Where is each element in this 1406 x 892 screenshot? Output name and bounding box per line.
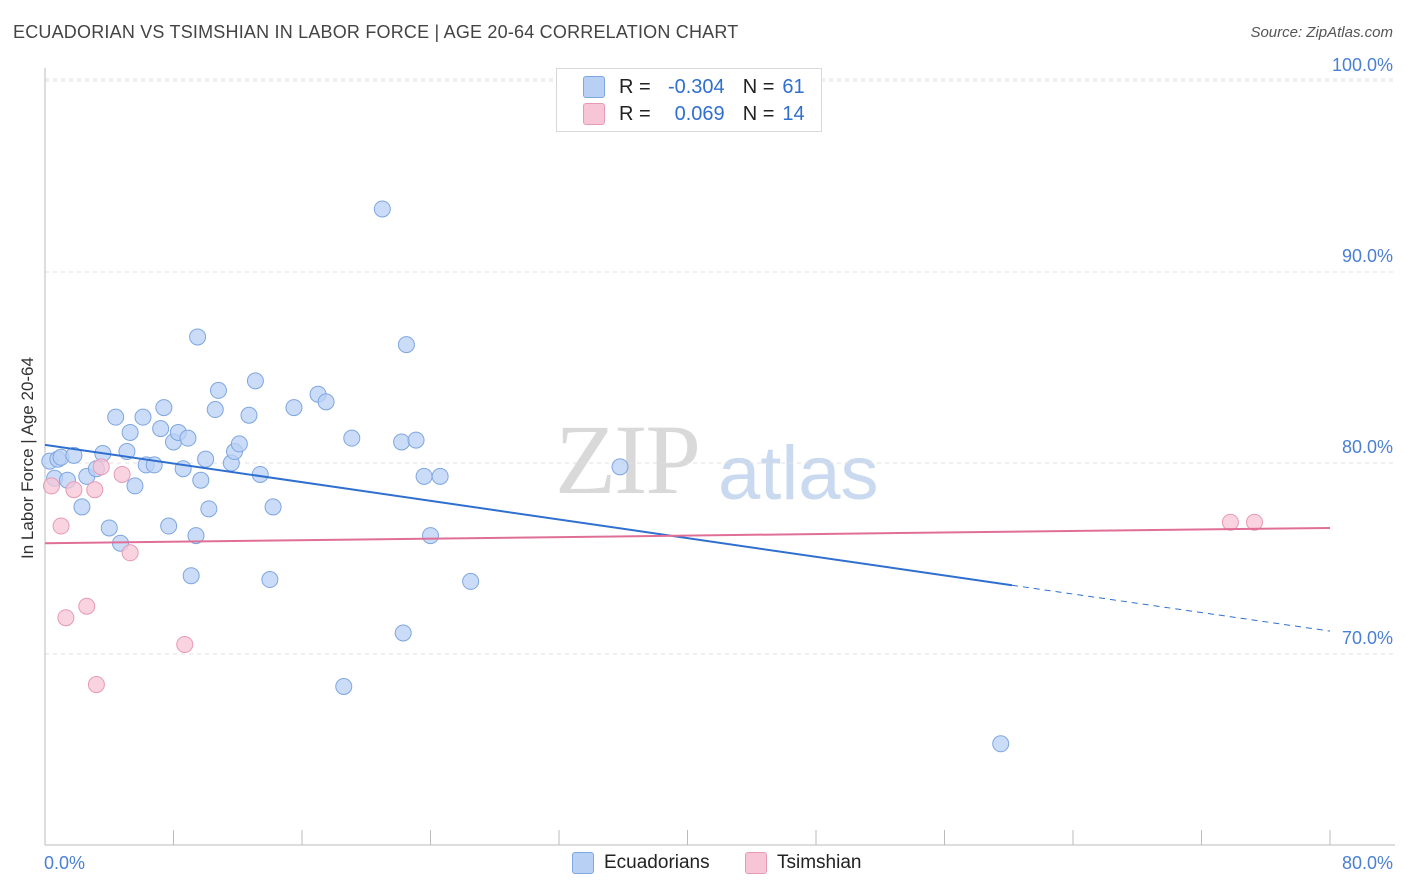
watermark-zip: ZIP [555, 404, 701, 515]
ecuadorians-point [407, 431, 425, 449]
ecuadorians-point [240, 406, 258, 424]
ecuadorians-point [182, 567, 200, 585]
legend-label: Tsimshian [777, 852, 862, 873]
ecuadorians-point [134, 408, 152, 426]
ecuadorians-point [415, 467, 433, 485]
legend-item-ecuadorians: Ecuadorians [572, 852, 710, 874]
ecuadorians-point [209, 381, 227, 399]
ecuadorians-point [73, 498, 91, 516]
y-tick-label: 90.0% [1342, 246, 1393, 266]
ecuadorians-point [107, 408, 125, 426]
ecuadorians-trendline-extension [1011, 584, 1331, 632]
tsimshian-points [42, 458, 1264, 694]
legend-label: Ecuadorians [604, 852, 710, 873]
ecuadorians-point [126, 477, 144, 495]
ecuadorians-point [192, 471, 210, 489]
ecuadorians-point [393, 433, 411, 451]
x-tick-label: 80.0% [1342, 853, 1393, 873]
tsimshian-legend-icon [745, 852, 767, 874]
ecuadorians-point [206, 401, 224, 419]
r-label: R = [619, 75, 651, 98]
grid-lines [45, 78, 1395, 655]
tsimshian-point [42, 477, 60, 495]
ecuadorians-swatch-icon [583, 76, 605, 98]
correlation-legend: R = -0.304 N = 61 R = 0.069 N = 14 [556, 68, 822, 132]
chart-title: ECUADORIAN VS TSIMSHIAN IN LABOR FORCE |… [13, 22, 739, 42]
ecuadorians-point [335, 677, 353, 695]
ecuadorians-point [65, 446, 83, 464]
tsimshian-point [1221, 513, 1239, 531]
tsimshian-point [92, 458, 110, 476]
ecuadorians-point [160, 517, 178, 535]
legend-item-tsimshian: Tsimshian [745, 852, 861, 874]
r-value: -0.304 [667, 75, 725, 98]
y-tick-label: 70.0% [1342, 628, 1393, 648]
n-label: N = [742, 102, 775, 125]
tsimshian-trendline [44, 526, 1331, 545]
ecuadorians-point [285, 399, 303, 417]
y-tick-label: 100.0% [1332, 55, 1393, 75]
n-value: 61 [782, 75, 805, 98]
r-label: R = [619, 102, 651, 125]
ecuadorians-point [189, 328, 207, 346]
ecuadorians-points [41, 200, 1010, 753]
ecuadorians-point [264, 498, 282, 516]
tsimshian-swatch-icon [583, 103, 605, 125]
ecuadorians-trendline [44, 443, 1013, 587]
tsimshian-point [176, 635, 194, 653]
ecuadorians-point [200, 500, 218, 518]
ecuadorians-point [121, 423, 139, 441]
ecuadorians-point [197, 450, 215, 468]
ecuadorians-point [261, 571, 279, 589]
tsimshian-point [86, 481, 104, 499]
source-label: Source: ZipAtlas.com [1250, 24, 1393, 41]
ecuadorians-point [373, 200, 391, 218]
ecuadorians-point [152, 420, 170, 438]
ecuadorians-point [611, 458, 629, 476]
tsimshian-point [65, 481, 83, 499]
trendlines [44, 443, 1331, 632]
ecuadorians-point [343, 429, 361, 447]
n-label: N = [742, 75, 775, 98]
tsimshian-point [52, 517, 70, 535]
ecuadorians-point [187, 527, 205, 545]
watermark-atlas: atlas [718, 431, 879, 516]
n-value: 14 [782, 102, 805, 125]
ecuadorians-point [397, 336, 415, 354]
tsimshian-point [57, 609, 75, 627]
tsimshian-point [1246, 513, 1264, 531]
x-tick-label: 0.0% [44, 853, 85, 873]
tick-labels: 70.0% 80.0% 90.0% 100.0% 0.0% 80.0% [44, 55, 1393, 873]
tsimshian-point [121, 544, 139, 562]
ecuadorians-point [992, 735, 1010, 753]
ecuadorians-point [179, 429, 197, 447]
tsimshian-point [87, 676, 105, 694]
ecuadorians-point [431, 467, 449, 485]
ecuadorians-point [462, 572, 480, 590]
ecuadorians-point [317, 393, 335, 411]
tsimshian-point [113, 465, 131, 483]
legend-row-ecuadorians: R = -0.304 N = 61 [583, 75, 805, 99]
ecuadorians-point [155, 399, 173, 417]
tsimshian-point [78, 597, 96, 615]
legend-row-tsimshian: R = 0.069 N = 14 [583, 102, 805, 126]
ecuadorians-point [394, 624, 412, 642]
r-value: 0.069 [674, 102, 725, 125]
ecuadorians-point [422, 527, 439, 545]
ecuadorians-point [100, 519, 118, 537]
ecuadorians-legend-icon [572, 852, 594, 874]
ecuadorians-point [246, 372, 264, 390]
ecuadorians-point [230, 435, 248, 453]
axes [44, 68, 1395, 846]
y-tick-label: 80.0% [1342, 437, 1393, 457]
